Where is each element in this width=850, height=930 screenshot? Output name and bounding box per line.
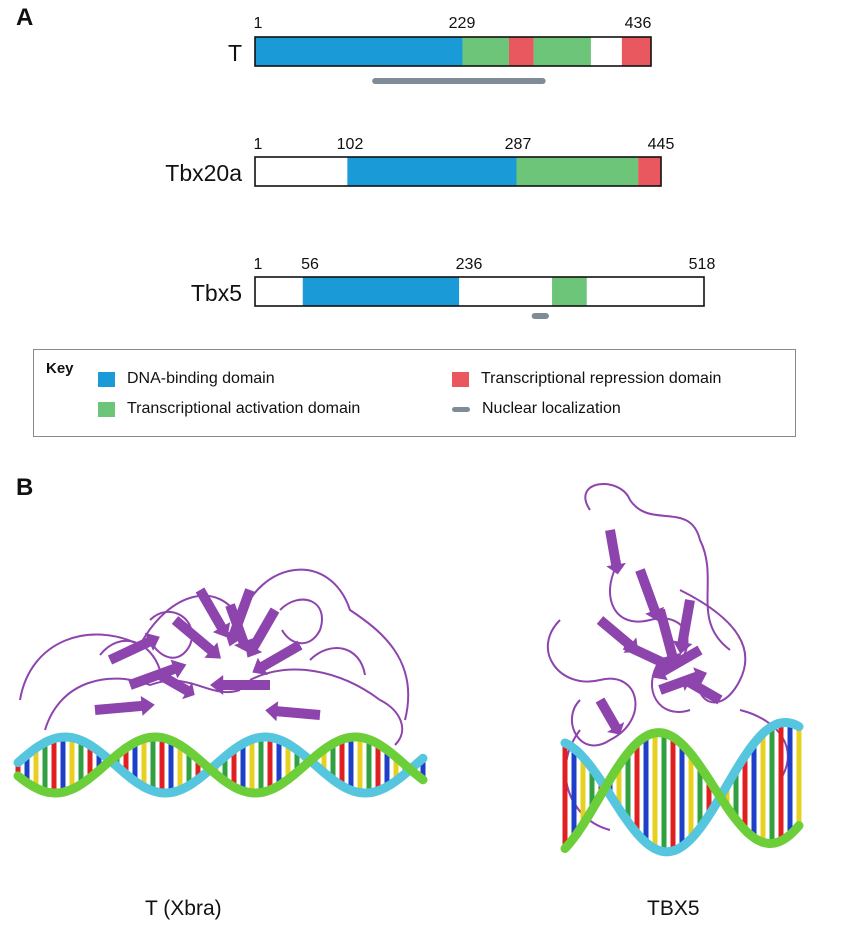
key-label-activation: Transcriptional activation domain — [127, 400, 361, 417]
protein-tbx5: Tbx5 1 56 236 518 — [191, 256, 716, 319]
beta-strand — [244, 607, 280, 658]
t-xbra-structure-image — [13, 568, 428, 798]
protein-name: T — [228, 40, 242, 66]
beta-strand — [107, 632, 160, 665]
dna-binding-swatch — [98, 371, 115, 387]
beta-strand — [265, 701, 321, 722]
residue-position-label: 287 — [505, 136, 532, 153]
beta-strand — [128, 659, 187, 690]
nuclear-localization-swatch — [452, 406, 470, 412]
key-title: Key — [46, 360, 74, 377]
protein-loop — [650, 659, 691, 713]
protein-name: Tbx20a — [165, 160, 242, 186]
protein-loop — [149, 610, 193, 659]
protein-outline — [254, 276, 705, 307]
dna-backbone — [13, 732, 428, 798]
beta-strand — [94, 695, 155, 716]
protein-loop — [309, 647, 366, 676]
beta-strand — [605, 529, 626, 575]
beta-strand — [157, 670, 195, 700]
residue-position-label: 236 — [456, 256, 483, 273]
act-domain-segment — [462, 37, 509, 66]
protein-loop — [99, 639, 161, 671]
dna-backbone — [560, 728, 804, 853]
beta-strand — [681, 673, 723, 705]
dna-domain-segment — [302, 277, 460, 306]
panel-b-letter: B — [16, 474, 34, 501]
protein-loop — [19, 568, 410, 721]
beta-strand — [652, 645, 703, 681]
beta-strand — [224, 588, 255, 647]
beta-strand — [195, 587, 231, 638]
protein-loop — [279, 598, 323, 645]
beta-strand — [252, 640, 303, 676]
act-domain-segment — [552, 277, 587, 306]
activation-swatch — [98, 401, 115, 417]
dna-backbone — [13, 732, 428, 798]
panel-a-letter: A — [16, 4, 34, 31]
key-item-activation: Transcriptional activation domain — [98, 400, 360, 418]
protein-name: Tbx5 — [191, 280, 242, 306]
act-domain-segment — [516, 157, 639, 186]
protein-tbx20a: Tbx20a 1 102 287 445 — [165, 136, 675, 187]
residue-position-label: 229 — [449, 15, 476, 32]
act-domain-segment — [533, 37, 591, 66]
residue-position-label: 1 — [254, 15, 263, 32]
residue-position-label: 1 — [254, 256, 263, 273]
beta-strand — [672, 599, 695, 655]
protein-outline — [254, 36, 652, 67]
residue-position-label: 1 — [254, 136, 263, 153]
key-label-nuclear-localization: Nuclear localization — [482, 400, 621, 417]
repression-swatch — [452, 371, 469, 387]
residue-position-label: 518 — [689, 256, 716, 273]
structure-label-t-xbra: T (Xbra) — [145, 897, 222, 920]
protein-loop — [546, 619, 637, 747]
key-legend: Key DNA-binding domain Transcriptional a… — [33, 349, 796, 437]
beta-strand — [655, 608, 682, 668]
residue-position-label: 445 — [648, 136, 675, 153]
key-item-repression: Transcriptional repression domain — [452, 370, 721, 388]
key-item-dna-binding: DNA-binding domain — [98, 370, 275, 388]
protein-loop — [44, 677, 241, 731]
key-label-dna-binding: DNA-binding domain — [127, 370, 275, 387]
dna-domain-segment — [255, 37, 463, 66]
beta-strand — [635, 568, 665, 622]
residue-position-label: 102 — [337, 136, 364, 153]
rep-domain-segment — [621, 37, 651, 66]
beta-strand — [622, 640, 675, 673]
beta-strand — [595, 697, 625, 735]
dna-domain-segment — [347, 157, 517, 186]
protein-outline — [254, 156, 662, 187]
tbx5-structure-image — [546, 483, 804, 857]
residue-position-label: 56 — [301, 256, 319, 273]
structure-label-tbx5: TBX5 — [647, 897, 700, 920]
key-label-repression: Transcriptional repression domain — [481, 370, 722, 387]
beta-strand — [171, 616, 221, 659]
beta-strand — [210, 675, 270, 695]
rep-domain-segment — [638, 157, 661, 186]
protein-loop — [584, 483, 731, 651]
crystal-structures — [13, 483, 804, 857]
residue-position-label: 436 — [625, 15, 652, 32]
rep-domain-segment — [508, 37, 534, 66]
protein-t: T1 229 436 — [228, 15, 652, 84]
key-item-nuclear-localization: Nuclear localization — [452, 400, 621, 418]
protein-loop — [249, 668, 404, 746]
